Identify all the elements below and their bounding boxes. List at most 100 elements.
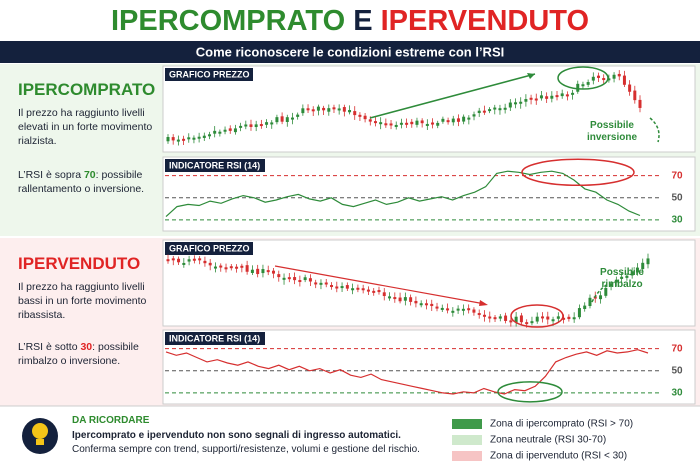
candle [366,289,370,292]
candle [368,119,372,122]
rsi-note-text: : possibile rimbalzo o inversione. [18,341,139,367]
candle [259,124,263,127]
candle [296,114,300,117]
candle [456,308,460,311]
candle [187,259,191,262]
candle [335,286,339,289]
candle [551,319,555,322]
title-part: IPERVENDUTO [381,5,589,37]
candle [319,282,323,285]
rsi-level: 30 [80,341,93,353]
candle [207,134,211,137]
candle [254,124,258,128]
candle [509,320,513,323]
candle [398,297,402,302]
candle [461,308,465,311]
candle [280,116,284,122]
candle [244,124,248,127]
candle [641,262,645,270]
candle [306,108,310,111]
candle [218,131,222,134]
candle [277,274,281,278]
candle [472,309,476,313]
candle [356,287,360,290]
candle [361,288,365,291]
legend-label: Zona di ipervenduto (RSI < 30) [490,451,627,462]
candle [519,315,523,323]
candle [586,82,590,85]
section-heading: IPERCOMPRATO [18,80,156,99]
arrow-head [479,300,488,306]
trend-arrow [369,73,536,119]
candle [514,102,518,105]
candle [345,285,349,289]
candle [332,107,336,110]
candle [597,75,601,78]
candle [388,296,392,299]
candle [588,297,592,306]
candle [440,307,444,310]
candle [541,316,545,319]
candle [223,129,227,132]
section-text: Il prezzo ha raggiunto livelli elevati i… [18,107,153,147]
curve-arrow [649,117,660,143]
annotation: Possibile inversione [587,120,637,143]
candle [192,258,196,261]
candle [177,258,181,263]
candle [270,122,274,125]
candle [342,107,346,112]
candle [562,317,566,320]
candle [609,283,613,287]
bulb [32,423,48,439]
y-tick-label: 50 [671,365,683,376]
candle [617,73,621,77]
candle [414,300,418,304]
candle [545,96,549,99]
title-part: IPERCOMPRATO [111,5,345,37]
highlight [557,66,609,90]
highlight [521,158,635,187]
candle [535,316,539,322]
candle [301,108,305,114]
highlight [510,304,564,328]
rsi-note: L’RSI è sotto 30: possibile rimbalzo o i… [18,340,153,368]
candle [314,282,318,285]
candle [625,275,629,278]
candle [612,74,616,79]
y-tick-label: 70 [671,343,683,354]
candle [446,120,450,123]
legend-swatch [452,419,482,429]
candle [630,271,634,276]
candle [529,97,533,100]
candle [235,266,239,269]
candle [224,267,228,270]
candle [633,90,637,101]
candle [213,130,217,134]
candle [322,107,326,111]
bulb-base [36,439,44,445]
candle [591,76,595,81]
candle [239,125,243,128]
candle [240,265,244,268]
footer-label: DA RICORDARE [72,415,150,426]
annotation-line: Possibile [590,120,634,131]
candle [266,270,270,273]
candle [482,314,486,317]
candle [622,75,626,85]
candle [628,84,632,92]
candle [488,109,492,112]
candle [363,115,367,120]
candle [410,121,414,125]
candle [171,137,175,141]
candle [577,308,581,318]
candle [340,286,344,289]
candle [166,137,170,142]
annotation-line: rimbalzo [601,279,642,290]
candle [599,295,603,300]
panel-label: GRAFICO PREZZO [169,69,250,79]
candle [477,313,481,316]
annotation-line: inversione [587,132,637,143]
candle [572,317,576,320]
candle [477,110,481,114]
panel-label: GRAFICO PREZZO [169,243,250,253]
